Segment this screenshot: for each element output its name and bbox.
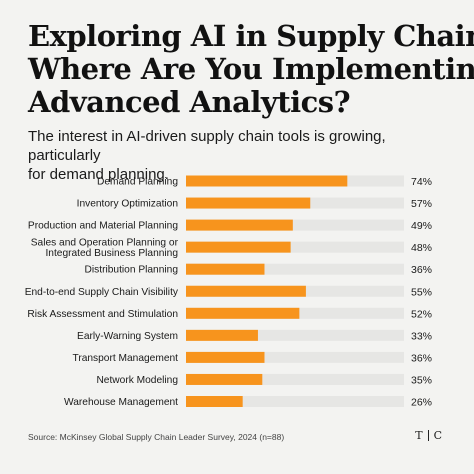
bar-track (186, 351, 404, 363)
bar-track (186, 373, 404, 385)
bar (186, 175, 348, 187)
bar (186, 307, 300, 319)
category-label: Transport Management (72, 353, 178, 364)
value-label: 74% (411, 176, 432, 188)
bar (186, 241, 291, 253)
value-label: 49% (411, 220, 432, 232)
subtitle-line-2: for demand planning. (28, 166, 169, 183)
bar (186, 351, 265, 363)
brand-logo: T C (415, 429, 442, 442)
bar-track (186, 241, 404, 253)
bar (186, 396, 243, 407)
value-label: 48% (411, 242, 432, 254)
title-line-3: Advanced Analytics? (28, 85, 351, 119)
logo-divider (427, 430, 429, 441)
category-label: Risk Assessment and Stimulation (27, 309, 178, 320)
bar (186, 285, 306, 297)
bar-track (186, 329, 404, 341)
bar-track (186, 263, 404, 275)
bar (186, 197, 311, 209)
bar (186, 219, 293, 231)
value-label: 33% (411, 330, 432, 342)
source-note: Source: McKinsey Global Supply Chain Lea… (28, 432, 285, 442)
category-label: Warehouse Management (64, 397, 178, 408)
value-label: 36% (411, 264, 432, 276)
title-line-1: Exploring AI in Supply Chain: (28, 19, 474, 53)
value-label: 57% (411, 198, 432, 210)
category-label: Production and Material Planning (28, 221, 178, 232)
value-label: 55% (411, 286, 432, 298)
category-label: Demand Planning (97, 177, 178, 188)
bar (186, 373, 263, 385)
bar (186, 329, 258, 341)
subtitle-line-1: The interest in AI-driven supply chain t… (28, 128, 386, 164)
bar (186, 263, 265, 275)
bar-track (186, 396, 404, 407)
category-label: Network Modeling (96, 375, 178, 386)
category-label: End-to-end Supply Chain Visibility (25, 287, 179, 298)
logo-letter-c: C (433, 429, 442, 442)
logo-letter-t: T (415, 429, 423, 442)
category-label: Inventory Optimization (77, 199, 178, 210)
value-label: 35% (411, 374, 432, 386)
value-label: 36% (411, 352, 432, 364)
category-label: Early-Warning System (77, 331, 178, 342)
title-line-2: Where Are You Implementing (28, 52, 474, 86)
value-label: 26% (411, 397, 432, 409)
category-label: Sales and Operation Planning or Integrate… (31, 237, 179, 259)
bar-track (186, 219, 404, 231)
chart-title: Exploring AI in Supply Chain: Where Are … (28, 19, 474, 119)
value-label: 52% (411, 308, 432, 320)
chart-subtitle: The interest in AI-driven supply chain t… (28, 127, 448, 184)
category-label: Distribution Planning (85, 265, 179, 276)
